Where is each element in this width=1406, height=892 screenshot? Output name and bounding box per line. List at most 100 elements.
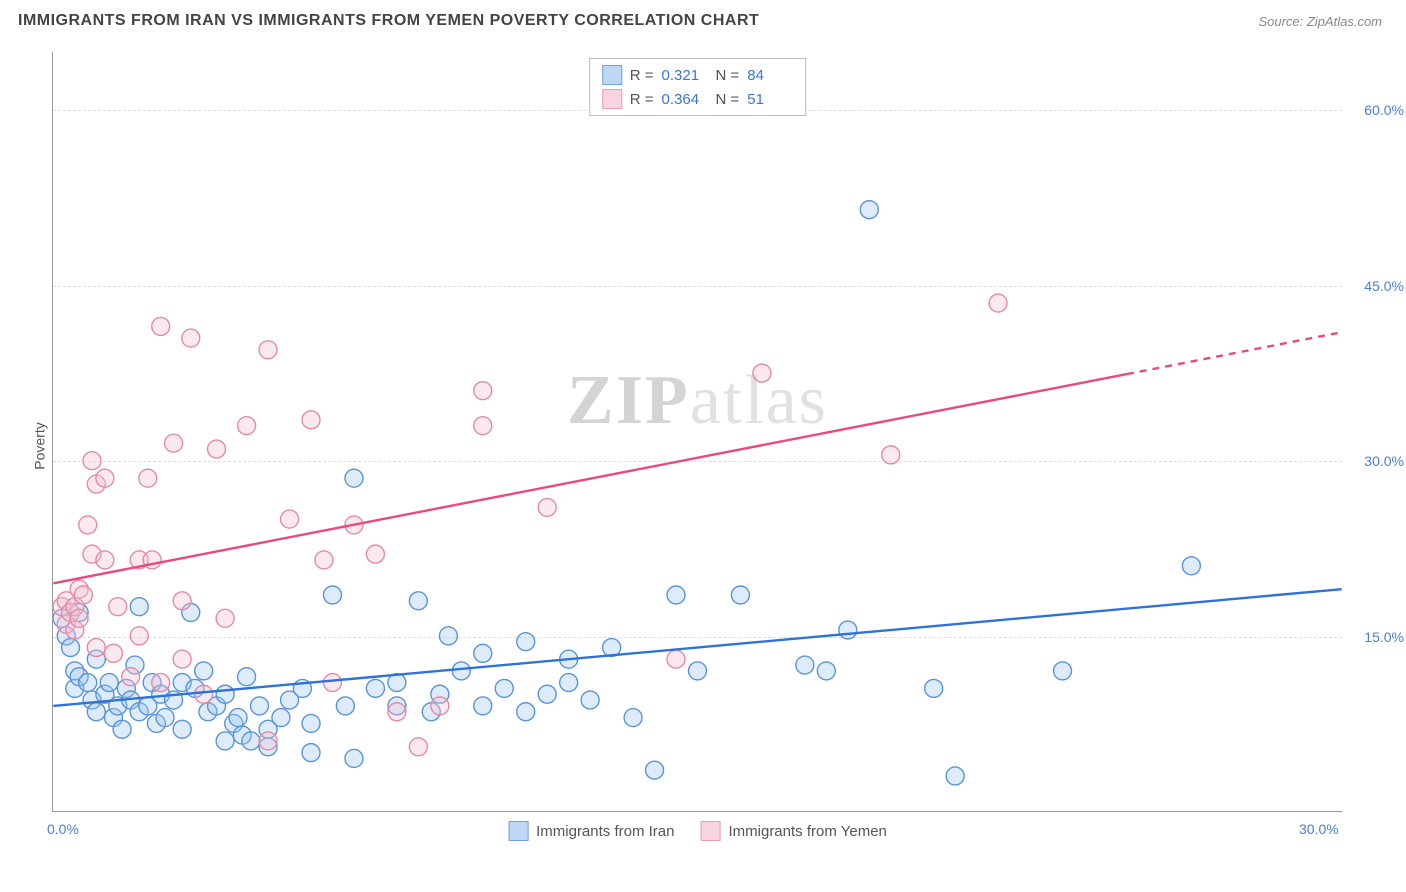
swatch-yemen: [602, 89, 622, 109]
chart-header: IMMIGRANTS FROM IRAN VS IMMIGRANTS FROM …: [0, 0, 1406, 38]
data-point: [474, 697, 492, 715]
data-point: [538, 498, 556, 516]
trend-line: [53, 374, 1127, 583]
trend-line-dashed: [1127, 332, 1342, 374]
data-point: [882, 446, 900, 464]
data-point: [104, 644, 122, 662]
data-point: [538, 685, 556, 703]
data-point: [250, 697, 268, 715]
data-point: [74, 586, 92, 604]
legend-correlation: R = 0.321 N = 84 R = 0.364 N = 51: [589, 58, 807, 116]
y-axis-label: Poverty: [32, 422, 48, 469]
data-point: [345, 469, 363, 487]
swatch-yemen-icon: [700, 821, 720, 841]
data-point: [152, 674, 170, 692]
x-tick-label: 30.0%: [1299, 821, 1339, 837]
trend-line: [53, 589, 1341, 706]
data-point: [474, 417, 492, 435]
n-label: N =: [716, 91, 740, 108]
data-point: [83, 452, 101, 470]
data-point: [173, 720, 191, 738]
y-tick-label: 45.0%: [1348, 278, 1404, 294]
data-point: [165, 434, 183, 452]
data-point: [79, 674, 97, 692]
data-point: [560, 674, 578, 692]
data-point: [989, 294, 1007, 312]
data-point: [336, 697, 354, 715]
data-point: [366, 545, 384, 563]
data-point: [259, 341, 277, 359]
data-point: [96, 469, 114, 487]
data-point: [667, 650, 685, 668]
data-point: [182, 329, 200, 347]
legend-row-yemen: R = 0.364 N = 51: [602, 87, 794, 111]
plot-svg: [53, 52, 1342, 811]
data-point: [474, 382, 492, 400]
data-point: [646, 761, 664, 779]
data-point: [281, 510, 299, 528]
data-point: [238, 668, 256, 686]
data-point: [925, 679, 943, 697]
legend-item-yemen: Immigrants from Yemen: [700, 821, 886, 841]
data-point: [409, 592, 427, 610]
data-point: [323, 586, 341, 604]
data-point: [388, 703, 406, 721]
data-point: [216, 685, 234, 703]
data-point: [624, 709, 642, 727]
legend-label: Immigrants from Yemen: [728, 823, 886, 840]
data-point: [302, 744, 320, 762]
data-point: [113, 720, 131, 738]
data-point: [474, 644, 492, 662]
data-point: [195, 662, 213, 680]
data-point: [817, 662, 835, 680]
n-label: N =: [716, 67, 740, 84]
data-point: [87, 703, 105, 721]
data-point: [272, 709, 290, 727]
data-point: [439, 627, 457, 645]
data-point: [731, 586, 749, 604]
data-point: [195, 685, 213, 703]
data-point: [130, 627, 148, 645]
chart-title: IMMIGRANTS FROM IRAN VS IMMIGRANTS FROM …: [18, 12, 759, 30]
data-point: [229, 709, 247, 727]
r-value: 0.364: [662, 91, 708, 108]
y-tick-label: 60.0%: [1348, 102, 1404, 118]
data-point: [1054, 662, 1072, 680]
data-point: [452, 662, 470, 680]
data-point: [581, 691, 599, 709]
data-point: [62, 639, 80, 657]
data-point: [753, 364, 771, 382]
data-point: [208, 440, 226, 458]
chart-source: Source: ZipAtlas.com: [1258, 14, 1382, 29]
data-point: [315, 551, 333, 569]
data-point: [216, 732, 234, 750]
r-label: R =: [630, 91, 654, 108]
data-point: [1182, 557, 1200, 575]
data-point: [302, 411, 320, 429]
data-point: [122, 668, 140, 686]
data-point: [345, 749, 363, 767]
swatch-iran-icon: [508, 821, 528, 841]
legend-series: Immigrants from Iran Immigrants from Yem…: [508, 821, 887, 841]
swatch-iran: [602, 65, 622, 85]
data-point: [87, 639, 105, 657]
data-point: [109, 598, 127, 616]
data-point: [100, 674, 118, 692]
chart-container: ZIPatlas R = 0.321 N = 84 R = 0.364 N = …: [52, 52, 1342, 812]
r-value: 0.321: [662, 67, 708, 84]
legend-label: Immigrants from Iran: [536, 823, 674, 840]
data-point: [323, 674, 341, 692]
data-point: [156, 709, 174, 727]
data-point: [796, 656, 814, 674]
data-point: [689, 662, 707, 680]
data-point: [302, 714, 320, 732]
data-point: [946, 767, 964, 785]
data-point: [495, 679, 513, 697]
data-point: [431, 697, 449, 715]
legend-item-iran: Immigrants from Iran: [508, 821, 674, 841]
data-point: [70, 609, 88, 627]
data-point: [173, 650, 191, 668]
data-point: [96, 551, 114, 569]
data-point: [259, 732, 277, 750]
plot-area: ZIPatlas R = 0.321 N = 84 R = 0.364 N = …: [52, 52, 1342, 812]
